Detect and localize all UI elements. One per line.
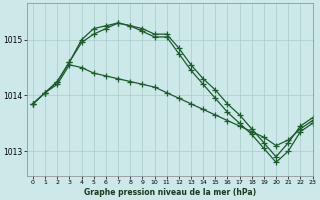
X-axis label: Graphe pression niveau de la mer (hPa): Graphe pression niveau de la mer (hPa) <box>84 188 256 197</box>
